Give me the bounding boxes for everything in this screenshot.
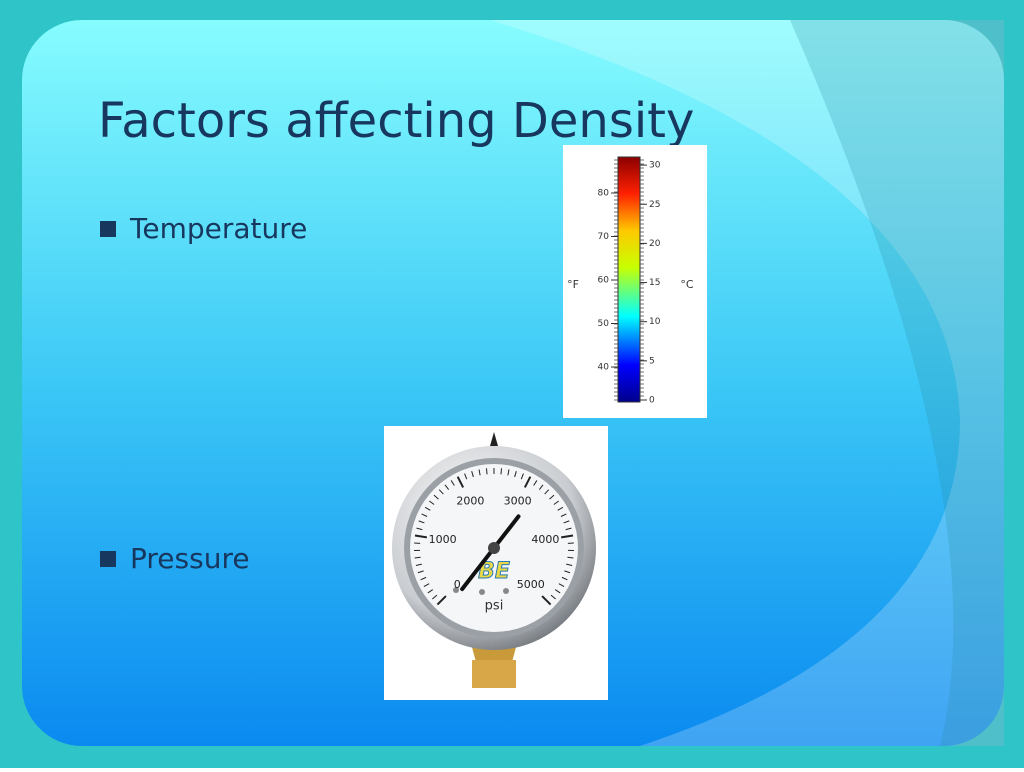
tick-label: 25	[649, 200, 660, 210]
unit-label: °F	[567, 278, 579, 291]
dial-tick	[501, 468, 502, 474]
bullet-text: Temperature	[129, 212, 307, 245]
bullet-text: Pressure	[130, 542, 250, 575]
dial-label: 4000	[531, 533, 559, 546]
color-bar	[618, 157, 640, 402]
dial-label: 2000	[456, 495, 484, 508]
unit-label: °C	[680, 278, 694, 291]
dial-tick	[486, 468, 487, 474]
tick-label: 60	[598, 276, 610, 286]
tick-label: 70	[598, 232, 610, 242]
needle-hub	[488, 542, 500, 554]
tick-label: 50	[598, 319, 610, 329]
unit-label: psi	[485, 599, 504, 614]
tick-label: 80	[598, 189, 610, 199]
tick-label: 40	[598, 363, 610, 373]
dial-label: 0	[454, 578, 461, 591]
tick-label: 10	[649, 317, 661, 327]
thermometer-image: °F °C 0 5 10 15 20 25 30 40 50 60 70 80	[563, 145, 707, 418]
tick-label: 5	[649, 356, 655, 366]
tick-label: 0	[649, 396, 655, 406]
slide-title: Factors affecting Density	[98, 93, 694, 149]
screw	[503, 588, 509, 594]
tick-label: 30	[649, 161, 661, 171]
dial-label: 5000	[517, 578, 545, 591]
bullet-marker	[100, 221, 116, 237]
bullet-marker	[100, 551, 116, 567]
tick-label: 20	[649, 239, 661, 249]
dial-label: 3000	[504, 495, 532, 508]
screw	[479, 589, 485, 595]
thread	[472, 660, 516, 688]
tick-label: 15	[649, 278, 660, 288]
dial-label: 1000	[429, 533, 457, 546]
